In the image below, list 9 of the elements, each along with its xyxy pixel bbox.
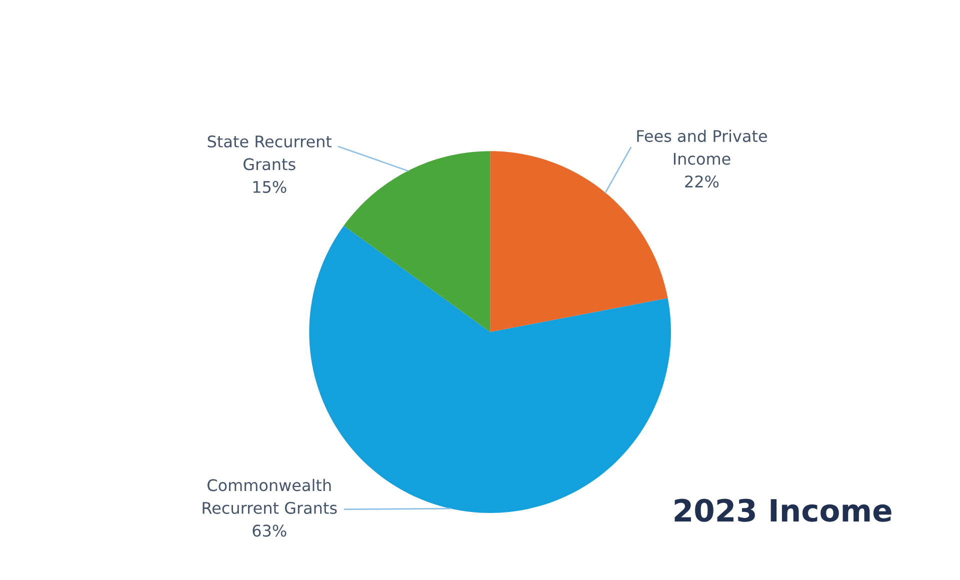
- data-label: 15%: [253, 180, 286, 193]
- text: 2023 Income: [674, 498, 892, 522]
- slice-label: Fees and Private Income: [637, 130, 767, 165]
- slice-label: State Recurrent Grants: [208, 135, 332, 170]
- pie-slice: [490, 151, 668, 332]
- pie-slice: [344, 151, 490, 332]
- data-label: 63%: [252, 524, 286, 537]
- data-label: 22%: [685, 175, 719, 188]
- slice-label: Commonwealth Recurrent Grants: [202, 478, 337, 514]
